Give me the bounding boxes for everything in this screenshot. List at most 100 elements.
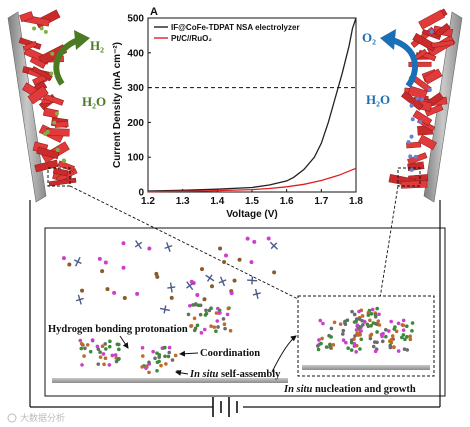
gas-bubble [54, 111, 59, 116]
left-electrode [7, 9, 78, 203]
metal-ion-dot [154, 271, 159, 276]
framework-atom [349, 338, 354, 342]
gas-bubble [55, 147, 60, 152]
ligand-cross [159, 305, 170, 314]
framework-atom [216, 311, 221, 315]
catalyst-flake [418, 9, 446, 30]
catalyst-flake [27, 85, 49, 105]
framework-atom [388, 345, 393, 350]
gas-bubble [52, 120, 57, 125]
framework-atom [341, 338, 346, 343]
framework-atom [405, 324, 409, 329]
framework-atom [329, 326, 334, 331]
framework-atom [90, 338, 95, 342]
framework-atom [346, 346, 350, 351]
framework-atom [352, 312, 357, 317]
ligand-cross [73, 256, 82, 267]
left-zoom-box [47, 167, 71, 187]
panel-letter: A [150, 6, 158, 18]
metal-ion-dot [155, 274, 160, 279]
catalyst-flake [46, 127, 70, 137]
framework-atom [396, 321, 401, 326]
x-tick-label: 1.6 [280, 196, 294, 207]
gas-bubble [43, 29, 48, 34]
framework-atom [389, 319, 393, 324]
metal-ion-dot [232, 278, 237, 283]
gas-bubble [415, 96, 420, 101]
framework-atom [102, 362, 106, 367]
framework-atom [195, 323, 200, 328]
framework-atom [341, 328, 346, 333]
right-zoom-connector [379, 185, 399, 299]
hydrogen-bonding-arrow-icon [119, 335, 129, 349]
framework-atom [198, 312, 203, 317]
nucleation-italic: In situ [283, 384, 312, 395]
self-assembly-italic: In situ [189, 369, 218, 380]
anode-arrow-head-icon [380, 29, 396, 50]
framework-atom [104, 347, 108, 351]
catalyst-flake [407, 85, 428, 100]
framework-atom [392, 345, 396, 350]
framework-atom [216, 325, 220, 329]
x-tick-label: 1.5 [245, 196, 259, 207]
framework-atom [216, 306, 220, 311]
y-tick-label: 300 [127, 83, 144, 94]
metal-ion-dot [223, 253, 228, 258]
hydrogen-bonding-label: Hydrogen bonding protonation [48, 324, 188, 335]
gas-bubble [39, 26, 44, 31]
x-tick-label: 1.2 [141, 196, 155, 207]
x-axis-title: Voltage (V) [226, 209, 277, 220]
y-tick-label: 200 [127, 118, 144, 129]
framework-atom [203, 313, 208, 317]
framework-atom [147, 360, 151, 365]
framework-atom [79, 346, 84, 351]
ligand-cross [247, 276, 258, 285]
framework-atom [108, 339, 112, 344]
circuit-wires [29, 200, 441, 408]
gas-bubble [406, 140, 411, 145]
gas-bubble [409, 103, 414, 108]
substrate-bar [52, 378, 288, 383]
gas-bubble [50, 51, 55, 56]
cathode-arrow-head-icon [74, 30, 90, 50]
growth-arrow-icon [271, 335, 297, 373]
y-tick-label: 0 [138, 188, 144, 199]
framework-atom [371, 344, 376, 349]
metal-ion-dot [112, 290, 117, 295]
framework-atom [376, 319, 381, 323]
series-line-ptc-ruo2 [147, 167, 357, 193]
framework-atom [369, 323, 373, 328]
series-line-ifcofe [147, 17, 357, 192]
metal-ion-dot [97, 256, 102, 261]
framework-atom [170, 358, 175, 362]
framework-atom [78, 338, 83, 343]
gas-bubble [427, 88, 432, 93]
left-zoom-connector [69, 185, 301, 301]
framework-atom [209, 324, 213, 328]
framework-atom [361, 323, 365, 327]
metal-ion-dot [245, 236, 250, 241]
left-reactant-label: H₂O [82, 94, 106, 109]
framework-atom [202, 327, 207, 332]
y-tick-label: 100 [127, 153, 144, 164]
framework-atom [110, 353, 115, 358]
catalyst-flake [423, 68, 443, 85]
framework-atom [191, 303, 195, 307]
framework-atom [98, 350, 102, 354]
framework-atom [403, 337, 407, 342]
framework-atom [368, 318, 372, 323]
framework-atom [103, 356, 108, 361]
framework-atom [223, 326, 227, 331]
framework-atom [321, 321, 325, 326]
metal-ion-dot [252, 239, 257, 244]
framework-atom [368, 336, 373, 341]
right-reactant-label: H₂O [366, 92, 390, 107]
framework-atom [377, 312, 381, 317]
framework-atom [354, 328, 359, 332]
metal-ion-dot [272, 270, 277, 275]
framework-atom [163, 354, 167, 359]
framework-atom [199, 331, 204, 335]
framework-atom [375, 306, 379, 311]
framework-atom [371, 321, 376, 325]
coordination-label: Coordination [200, 348, 260, 359]
